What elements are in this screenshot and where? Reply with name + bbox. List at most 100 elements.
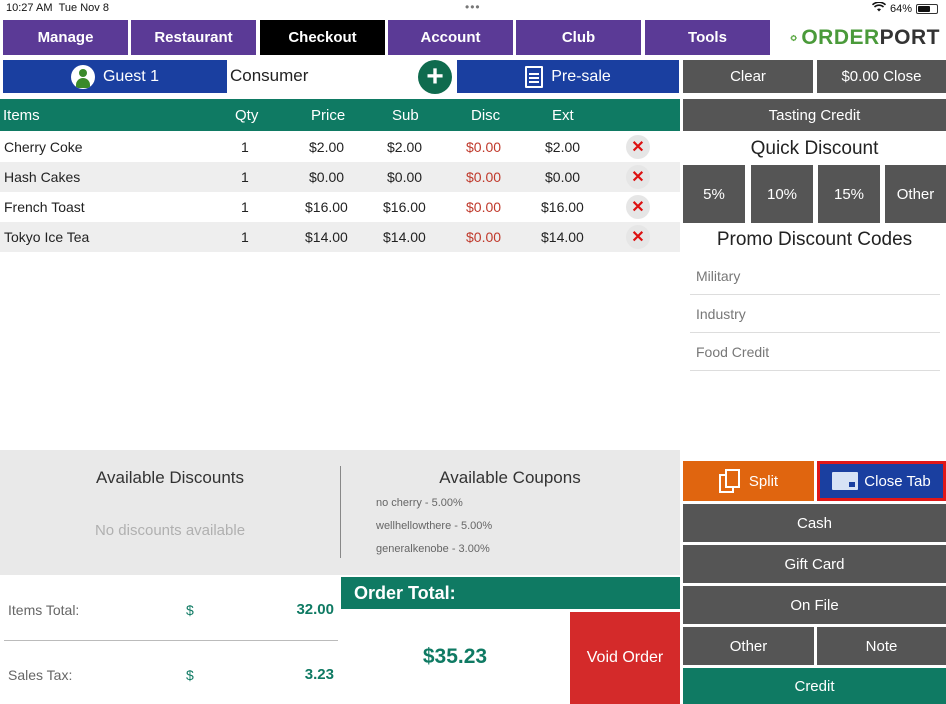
- header-disc: Disc: [471, 107, 501, 124]
- header-ext: Ext: [552, 107, 574, 124]
- tab-card-icon: [832, 472, 859, 490]
- item-ext: $16.00: [541, 199, 584, 215]
- item-price: $16.00: [305, 199, 348, 215]
- nav-manage[interactable]: Manage: [3, 20, 128, 55]
- item-qty: 1: [241, 199, 249, 215]
- presale-label: Pre-sale: [551, 67, 611, 85]
- coupon-item[interactable]: wellhellowthere - 5.00%: [376, 520, 493, 532]
- quick-discount-15[interactable]: 15%: [818, 165, 880, 223]
- quick-discount-other[interactable]: Other: [885, 165, 946, 223]
- header-qty: Qty: [235, 107, 259, 124]
- wifi-icon: [871, 1, 887, 15]
- orderport-logo: ORDERPORT: [790, 20, 940, 55]
- item-ext: $2.00: [545, 139, 581, 155]
- item-name: Tokyo Ice Tea: [4, 229, 90, 245]
- item-name: French Toast: [4, 199, 85, 215]
- presale-button[interactable]: Pre-sale: [457, 60, 679, 93]
- cash-button[interactable]: Cash: [683, 504, 946, 542]
- quick-discount-10[interactable]: 10%: [751, 165, 813, 223]
- item-sub: $16.00: [383, 199, 426, 215]
- quick-discount-title: Quick Discount: [750, 138, 879, 159]
- item-sub: $0.00: [387, 169, 423, 185]
- nav-restaurant[interactable]: Restaurant: [131, 20, 256, 55]
- split-button[interactable]: Split: [683, 461, 814, 501]
- items-total-value: 32.00: [296, 601, 334, 618]
- plus-icon: +: [426, 60, 444, 93]
- credit-button[interactable]: Credit: [683, 668, 946, 704]
- available-discounts-title: Available Discounts: [95, 468, 245, 487]
- coupon-item[interactable]: no cherry - 5.00%: [376, 497, 463, 509]
- discounts-coupons-panel: Available Discounts No discounts availab…: [0, 450, 680, 575]
- item-qty: 1: [241, 169, 249, 185]
- items-total-label: Items Total:: [8, 602, 80, 618]
- remove-item-icon[interactable]: ✕: [626, 225, 650, 249]
- order-total-value: $35.23: [422, 645, 488, 668]
- logo-text-order: ORDER: [801, 25, 880, 49]
- close-tab-label: Close Tab: [864, 472, 931, 490]
- coupon-item[interactable]: generalkenobe - 3.00%: [376, 543, 490, 555]
- available-coupons-title: Available Coupons: [439, 468, 581, 487]
- header-sub: Sub: [392, 107, 419, 124]
- table-row[interactable]: Cherry Coke 1 $2.00 $2.00 $0.00 $2.00 ✕: [0, 132, 680, 162]
- quick-discount-5[interactable]: 5%: [683, 165, 745, 223]
- status-bar: 10:27 AM Tue Nov 8 ••• 64%: [0, 0, 946, 18]
- item-qty: 1: [241, 139, 249, 155]
- item-name: Hash Cakes: [4, 169, 81, 185]
- promo-code-food-credit[interactable]: Food Credit: [690, 334, 940, 371]
- item-sub: $2.00: [387, 139, 423, 155]
- nav-checkout[interactable]: Checkout: [260, 20, 385, 55]
- no-discounts-text: No discounts available: [94, 522, 246, 539]
- remove-item-icon[interactable]: ✕: [626, 195, 650, 219]
- promo-code-industry[interactable]: Industry: [690, 296, 940, 333]
- battery-percent: 64%: [889, 2, 912, 15]
- customer-type-label: Consumer: [230, 66, 309, 85]
- sales-tax-value: 3.23: [304, 666, 334, 683]
- table-row[interactable]: Tokyo Ice Tea 1 $14.00 $14.00 $0.00 $14.…: [0, 222, 680, 252]
- status-date: Tue Nov 8: [58, 2, 109, 14]
- item-qty: 1: [241, 229, 249, 245]
- totals-divider: [4, 640, 338, 641]
- remove-item-icon[interactable]: ✕: [626, 135, 650, 159]
- zero-close-button[interactable]: $0.00 Close: [817, 60, 946, 93]
- table-row[interactable]: French Toast 1 $16.00 $16.00 $0.00 $16.0…: [0, 192, 680, 222]
- item-name: Cherry Coke: [4, 139, 83, 155]
- item-disc: $0.00: [466, 229, 502, 245]
- item-disc: $0.00: [466, 199, 502, 215]
- flower-logo-icon: [790, 34, 797, 41]
- clear-button[interactable]: Clear: [683, 60, 813, 93]
- guest-avatar-icon: [70, 64, 95, 89]
- sales-tax-label: Sales Tax:: [8, 667, 73, 683]
- remove-item-icon[interactable]: ✕: [626, 165, 650, 189]
- on-file-button[interactable]: On File: [683, 586, 946, 624]
- nav-tools[interactable]: Tools: [645, 20, 770, 55]
- panel-divider: [340, 466, 341, 558]
- split-copy-icon: [718, 469, 741, 493]
- nav-club[interactable]: Club: [516, 20, 641, 55]
- void-order-button[interactable]: Void Order: [570, 612, 680, 704]
- split-label: Split: [748, 472, 779, 490]
- gift-card-button[interactable]: Gift Card: [683, 545, 946, 583]
- nav-account[interactable]: Account: [388, 20, 513, 55]
- promo-codes-title: Promo Discount Codes: [716, 229, 913, 250]
- promo-code-military[interactable]: Military: [690, 258, 940, 295]
- totals-panel: Items Total: $ 32.00 Sales Tax: $ 3.23: [0, 575, 340, 704]
- item-disc: $0.00: [466, 139, 502, 155]
- logo-text-port: PORT: [879, 25, 940, 49]
- status-indicators: 64%: [871, 1, 938, 15]
- tasting-credit-button[interactable]: Tasting Credit: [683, 99, 946, 131]
- guest-label: Guest 1: [102, 67, 160, 85]
- add-guest-button[interactable]: +: [418, 60, 452, 94]
- item-price: $14.00: [305, 229, 348, 245]
- order-total-label: Order Total:: [341, 577, 680, 609]
- item-ext: $14.00: [541, 229, 584, 245]
- other-payment-button[interactable]: Other: [683, 627, 814, 665]
- note-button[interactable]: Note: [817, 627, 946, 665]
- items-total-currency: $: [186, 602, 194, 618]
- header-items: Items: [3, 107, 40, 124]
- sales-tax-currency: $: [186, 667, 194, 683]
- close-tab-button[interactable]: Close Tab: [817, 461, 946, 501]
- table-row[interactable]: Hash Cakes 1 $0.00 $0.00 $0.00 $0.00 ✕: [0, 162, 680, 192]
- guest-selector-button[interactable]: Guest 1: [3, 60, 227, 93]
- multitask-dots-icon[interactable]: •••: [465, 0, 481, 14]
- item-disc: $0.00: [466, 169, 502, 185]
